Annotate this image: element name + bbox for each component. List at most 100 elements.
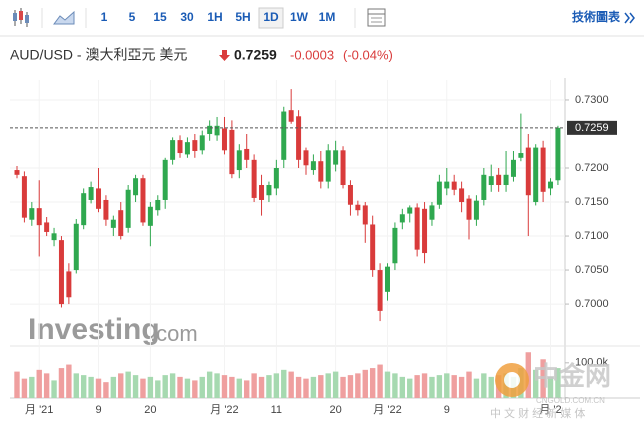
interval-button[interactable]: 1W	[290, 10, 309, 24]
volume-bar	[251, 373, 257, 398]
candle-body	[377, 270, 383, 311]
area-icon[interactable]	[53, 10, 75, 25]
interval-button[interactable]: 5H	[235, 10, 250, 24]
candle-icon[interactable]	[13, 8, 29, 27]
volume-bar	[451, 375, 457, 398]
table-icon[interactable]	[367, 8, 386, 27]
candle-body	[392, 227, 398, 264]
candle-body	[510, 159, 516, 177]
candle-body	[533, 147, 539, 203]
interval-button[interactable]: 15	[153, 10, 167, 24]
candle-body	[29, 208, 35, 220]
candle-body	[66, 271, 72, 298]
volume-bar	[436, 375, 443, 398]
candle-body	[177, 140, 183, 154]
candle-body	[21, 176, 27, 218]
interval-button[interactable]: 5	[129, 10, 136, 24]
volume-bar	[147, 376, 154, 398]
interval-button[interactable]: 30	[180, 10, 194, 24]
x-tick-label: 月 '2	[539, 404, 561, 416]
volume-bar	[229, 376, 235, 398]
volume-bar	[444, 373, 450, 398]
watermark-site: CNGOLD.COM.CN	[536, 396, 605, 405]
volume-bar	[414, 375, 420, 398]
candle-body	[473, 200, 479, 220]
volume-bar	[533, 369, 539, 398]
volume-bar	[407, 378, 413, 398]
volume-bar	[399, 376, 406, 398]
volume-bar	[458, 376, 465, 398]
candle-body	[259, 185, 265, 200]
volume-tick-label: 100.0k	[575, 357, 609, 369]
candle-body	[110, 219, 116, 228]
volume-bar	[125, 371, 131, 398]
volume-bar	[14, 371, 20, 398]
toolbar	[0, 0, 644, 36]
link-arrow	[624, 12, 635, 24]
volume-bar	[281, 369, 287, 398]
volume-bar	[80, 375, 87, 398]
volume-bar	[355, 373, 361, 398]
candle-body	[96, 188, 102, 209]
x-tick-label: 20	[330, 404, 342, 416]
volume-bar	[177, 376, 183, 398]
candle-body	[318, 161, 324, 182]
volume-bar	[58, 368, 65, 398]
candle-body	[407, 207, 413, 214]
y-tick-label: 0.7200	[575, 162, 609, 174]
interval-button[interactable]: 1H	[207, 10, 222, 24]
candle-body	[459, 188, 465, 203]
volume-bar	[140, 378, 146, 398]
volume-bar	[236, 378, 242, 398]
volume-bar	[95, 378, 102, 398]
price-change: -0.0003	[290, 47, 334, 62]
candle-body	[162, 159, 168, 200]
interval-button[interactable]: 1M	[319, 10, 336, 24]
candle-body	[481, 174, 487, 200]
technical-chart-link[interactable]: 技術圖表	[572, 9, 621, 24]
y-tick-label: 0.7150	[575, 196, 609, 208]
volume-bar	[473, 378, 480, 398]
candle-body	[192, 140, 198, 151]
candle-body	[214, 125, 220, 136]
current-price-box	[567, 120, 617, 135]
volume-bar	[429, 376, 435, 398]
watermark-slogan: 中 文 财 经 新 媒 体	[490, 406, 585, 420]
candle-body	[518, 153, 524, 158]
candle-body	[88, 187, 94, 200]
volume-bar	[466, 371, 472, 398]
candle-body	[355, 204, 361, 211]
volume-bar	[488, 376, 494, 398]
candle-body	[44, 222, 50, 232]
candle-body	[221, 128, 227, 151]
interval-button[interactable]: 1D	[263, 10, 279, 24]
volume-bar	[266, 375, 272, 398]
interval-button[interactable]: 1	[101, 10, 108, 24]
candle-body	[73, 223, 79, 271]
down-arrow	[219, 50, 230, 61]
pair-title: AUD/USD - 澳大利亞元 美元	[10, 47, 187, 63]
volume-bar	[288, 371, 294, 398]
volume-bar	[155, 380, 161, 398]
candle-body	[199, 135, 205, 151]
candle-body	[548, 181, 554, 189]
volume-bar	[221, 375, 228, 398]
volume-bar	[29, 376, 35, 398]
volume-bar	[43, 373, 50, 398]
watermark-brand: Investing	[28, 313, 160, 346]
candle-body	[184, 142, 190, 155]
candle-body	[207, 125, 213, 134]
x-tick-label: 9	[444, 404, 450, 416]
candle-body	[496, 174, 502, 186]
candle-body	[466, 198, 472, 220]
candle-body	[451, 181, 457, 190]
watermark-logo: 中金网	[533, 361, 611, 391]
volume-bar	[555, 368, 561, 398]
candle-body	[14, 170, 20, 175]
volume-bar	[392, 373, 398, 398]
candle-body	[362, 205, 368, 225]
volume-bar	[206, 371, 213, 398]
candle-body	[244, 148, 250, 160]
volume-bar	[340, 376, 346, 398]
